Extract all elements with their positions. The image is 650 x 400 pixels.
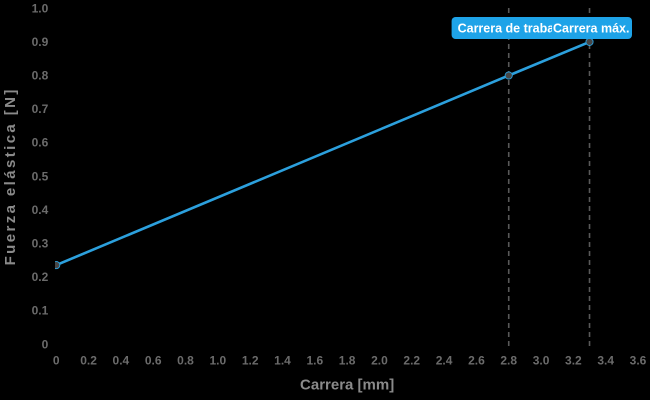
- svg-text:1.6: 1.6: [306, 353, 323, 367]
- svg-text:2.4: 2.4: [436, 353, 453, 367]
- svg-text:2.8: 2.8: [500, 353, 517, 367]
- svg-text:0.7: 0.7: [32, 102, 49, 116]
- svg-text:0.8: 0.8: [32, 69, 49, 83]
- svg-text:2.0: 2.0: [371, 353, 388, 367]
- svg-text:0.4: 0.4: [113, 353, 130, 367]
- svg-text:Carrera máx.: Carrera máx.: [553, 22, 629, 36]
- svg-text:0.1: 0.1: [32, 304, 49, 318]
- svg-text:1.4: 1.4: [274, 353, 291, 367]
- svg-text:0: 0: [53, 353, 60, 367]
- svg-text:0.2: 0.2: [32, 270, 49, 284]
- svg-text:3.6: 3.6: [630, 353, 647, 367]
- svg-text:Carrera [mm]: Carrera [mm]: [300, 376, 394, 393]
- svg-text:0.4: 0.4: [32, 203, 49, 217]
- svg-text:1.2: 1.2: [242, 353, 259, 367]
- svg-text:0.3: 0.3: [32, 237, 49, 251]
- svg-text:0.9: 0.9: [32, 35, 49, 49]
- svg-text:0.5: 0.5: [32, 169, 49, 183]
- svg-text:0: 0: [42, 337, 49, 351]
- svg-text:3.0: 3.0: [533, 353, 550, 367]
- svg-text:2.2: 2.2: [403, 353, 420, 367]
- svg-text:0.6: 0.6: [32, 136, 49, 150]
- svg-text:1.0: 1.0: [210, 353, 227, 367]
- svg-text:1.0: 1.0: [32, 1, 49, 15]
- svg-text:1.8: 1.8: [339, 353, 356, 367]
- svg-text:Fuerza elástica [N]: Fuerza elástica [N]: [2, 87, 19, 265]
- svg-text:0.8: 0.8: [177, 353, 194, 367]
- svg-text:3.2: 3.2: [565, 353, 582, 367]
- svg-text:0.6: 0.6: [145, 353, 162, 367]
- svg-text:3.4: 3.4: [597, 353, 614, 367]
- svg-text:0.2: 0.2: [80, 353, 97, 367]
- svg-text:2.6: 2.6: [468, 353, 485, 367]
- svg-text:Carrera de trabajo: Carrera de trabajo: [458, 22, 566, 36]
